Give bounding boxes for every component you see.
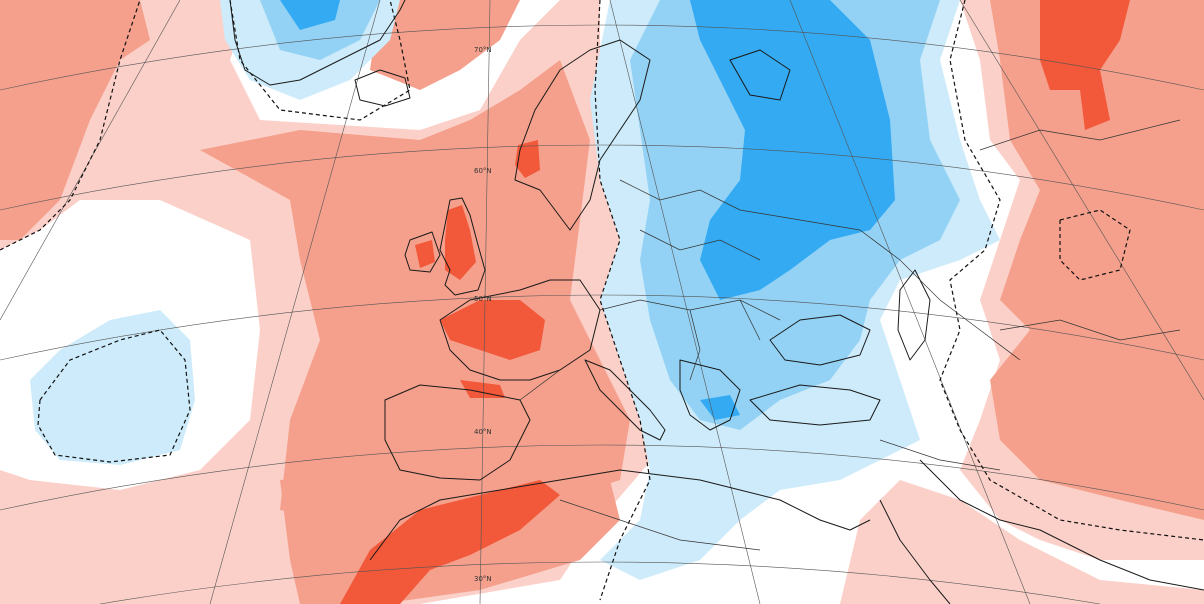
coast-black-sea: [769, 314, 871, 366]
coast-balkans-greece: [679, 359, 741, 431]
border-5: [739, 299, 761, 341]
border-4: [689, 309, 701, 381]
lat-label-60: 60°N: [474, 167, 492, 175]
warm-medium-greenland-sea: [370, 0, 520, 90]
meridian-3: [479, 0, 491, 604]
coast-france-continent: [439, 279, 601, 381]
warm-strong-britain: [445, 205, 476, 280]
cool-strong-greenland: [280, 0, 340, 30]
coast-arabia: [919, 459, 1204, 591]
border-8: [979, 119, 1181, 151]
border-10: [879, 439, 1001, 471]
coast-turkey: [749, 384, 881, 426]
warm-strong-ireland: [415, 240, 435, 268]
contour-greenland: [229, 0, 411, 121]
coast-caspian: [897, 269, 931, 361]
lat-label-40: 40°N: [474, 428, 492, 436]
warm-medium-north-atlantic: [0, 0, 150, 240]
warm-strong-north-africa: [340, 480, 560, 604]
warm-strong-iberia: [460, 380, 505, 398]
coast-scandinavia: [514, 39, 651, 231]
lat-label-70: 70°N: [474, 46, 492, 54]
cool-anomaly-layer: [30, 0, 1000, 580]
coast-britain: [439, 197, 486, 296]
coast-italy: [584, 359, 666, 441]
warm-strong-norway: [515, 140, 540, 178]
coast-red-sea: [879, 499, 951, 604]
border-6: [519, 369, 561, 401]
contour-north-atlantic: [0, 0, 141, 251]
border-9: [999, 319, 1181, 341]
coast-iceland: [354, 69, 411, 107]
border-3: [619, 179, 861, 231]
meridian-6: [959, 0, 1204, 401]
contour-europe-boundary: [594, 0, 651, 601]
meridian-5: [789, 0, 1031, 604]
warm-medium-atlantic: [200, 60, 630, 540]
contour-east-boundary: [939, 0, 1204, 541]
warm-light-south-east: [840, 480, 1204, 604]
coastlines: [229, 0, 1204, 604]
parallel-70: [0, 24, 1204, 91]
coast-north-africa: [369, 469, 871, 561]
parallel-50: [0, 294, 1204, 361]
coast-greenland: [229, 0, 406, 86]
cool-strong-russia: [690, 0, 895, 300]
lat-label-30: 30°N: [474, 575, 492, 583]
border-7: [859, 229, 1021, 361]
warm-strong-north-russia: [1040, 0, 1130, 130]
parallel-60: [0, 144, 1204, 211]
meridian-1: [0, 0, 181, 321]
country-borders: [519, 119, 1181, 551]
meridian-2: [209, 0, 381, 604]
warm-medium-east: [990, 0, 1204, 520]
warm-strong-france: [440, 300, 545, 360]
contour-atlantic-cool: [37, 329, 191, 463]
cool-light-atlantic: [30, 310, 195, 465]
cool-strong-balkans: [700, 395, 740, 420]
meridian-4: [609, 0, 761, 604]
latitude-labels: 70°N 60°N 50°N 40°N 30°N: [474, 46, 492, 583]
coast-ireland: [404, 231, 441, 273]
coast-iberia: [384, 384, 531, 481]
lat-label-50: 50°N: [474, 295, 492, 303]
parallel-30: [99, 561, 1101, 604]
border-11: [559, 499, 761, 551]
parallel-40: [0, 444, 1204, 511]
coast-white-sea: [729, 49, 791, 101]
border-2: [639, 229, 761, 261]
